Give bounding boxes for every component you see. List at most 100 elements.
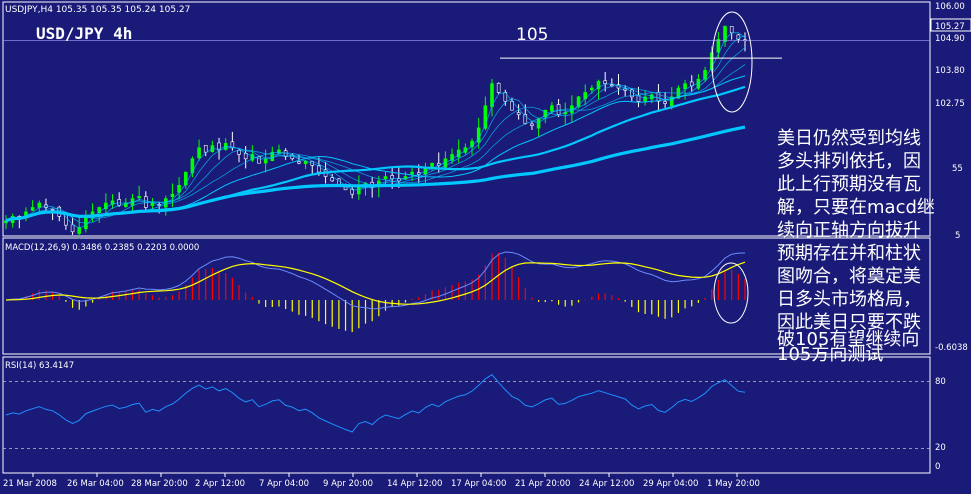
candle-body [523, 113, 528, 124]
candle-body [603, 80, 607, 84]
candle-body [183, 171, 188, 186]
candle-body [450, 154, 454, 161]
candle-body [37, 202, 42, 208]
candle-body [610, 84, 614, 87]
candle-body [496, 82, 501, 93]
x-axis-label: 26 Mar 04:00 [67, 479, 124, 489]
last-price-box [930, 18, 971, 32]
macd-panel-frame [2, 237, 931, 355]
rsi-line [5, 374, 746, 433]
commentary-line: 预期存在并和柱状 [777, 243, 921, 264]
moving-average-line [5, 125, 746, 223]
commentary-line: 美日仍然受到均线 [777, 128, 921, 149]
candle-body [556, 104, 561, 115]
rsi-axis-label: 20 [935, 443, 946, 453]
moving-averages-layer [3, 11, 930, 229]
axes-layer: 21 Mar 2008 26 Mar 04:00 28 Mar 20:00 2 Apr… [3, 473, 760, 489]
candle-body [250, 154, 255, 161]
macd-axis-label: -0.6038 [935, 343, 968, 353]
candle-body [110, 200, 115, 205]
price-axis-label: 102.75 [935, 99, 965, 109]
commentary-line: 105方向测试 [777, 344, 883, 365]
x-axis-label: 2 Apr 12:00 [195, 479, 245, 489]
candle-body [596, 81, 601, 90]
candle-body [390, 175, 394, 180]
commentary-line: 解，只要在macd继 [777, 197, 935, 218]
macd-label: MACD(12,26,9) 0.3486 0.2385 0.2203 0.000… [5, 243, 199, 253]
candle-body [97, 207, 102, 213]
rsi-axis-label: 80 [935, 377, 946, 387]
candle-body [197, 147, 201, 159]
last-price-label: 105.27 [935, 22, 965, 32]
candle-body [150, 202, 155, 206]
commentary-line: 日多头市场格局， [777, 289, 921, 310]
panel-frames [2, 1, 931, 474]
x-axis-label: 28 Mar 20:00 [131, 479, 188, 489]
candle-body [576, 96, 581, 107]
candle-body [50, 208, 55, 211]
candle-body [30, 207, 35, 211]
candle-body [70, 224, 75, 233]
x-axis-label: 29 Apr 04:00 [643, 479, 698, 489]
rsi-layer [3, 374, 930, 450]
commentary-line: 此上行预期没有瓦 [777, 174, 921, 195]
macd-highlight-ellipse [713, 262, 749, 324]
commentary-line: 续向正轴方向拔升 [777, 220, 921, 241]
candle-body [729, 26, 734, 34]
candle-body [383, 176, 388, 180]
commentary-line: 因此美日只要不跌 [777, 312, 921, 333]
candle-body [483, 105, 488, 129]
macd-layer [5, 251, 749, 333]
candle-body [317, 165, 321, 173]
candle-body [343, 186, 348, 191]
candle-body [330, 177, 335, 182]
price-panel-frame [2, 1, 931, 237]
candle-body [649, 94, 654, 100]
candle-body [350, 188, 354, 195]
commentary-line: 破105有望继续向 [777, 329, 919, 350]
candle-body [669, 96, 674, 107]
price-axis-label: 104.90 [935, 34, 965, 44]
x-axis-label: 1 May 20:00 [707, 479, 760, 489]
moving-average-line [5, 75, 746, 222]
candle-body [270, 151, 275, 161]
candle-body [277, 149, 281, 154]
moving-average-line [5, 32, 746, 229]
candle-body [104, 202, 108, 210]
candle-body [723, 25, 727, 42]
moving-average-line [5, 35, 746, 224]
moving-average-line [5, 64, 746, 222]
candle-body [297, 161, 301, 164]
candle-body [84, 216, 88, 230]
x-axis-label: 9 Apr 20:00 [323, 479, 373, 489]
x-axis-label: 24 Apr 12:00 [579, 479, 634, 489]
highlight-ellipse [711, 11, 753, 113]
price-axis-label: 106.00 [935, 2, 965, 12]
rsi-axis-label: 0 [935, 462, 940, 472]
chart-title: USD/JPY 4h [36, 24, 132, 43]
commentary: 美日仍然受到均线 多头排列依托，因 此上行预期没有瓦 解，只要在macd继 续向… [777, 128, 935, 365]
candle-body [137, 196, 141, 199]
candle-body [257, 156, 261, 164]
candle-body [530, 123, 534, 126]
x-axis-label: 21 Apr 20:00 [515, 479, 570, 489]
x-axis-label: 7 Apr 04:00 [259, 479, 309, 489]
x-axis-label: 17 Apr 04:00 [451, 479, 506, 489]
commentary-line: 多头排列依托，因 [777, 151, 921, 172]
rsi-panel-frame [2, 356, 931, 474]
signal-line [5, 261, 746, 305]
candle-body [683, 83, 687, 90]
candle-body [430, 162, 434, 167]
rsi-label: RSI(14) 63.4147 [5, 361, 74, 371]
commentary-line: 图吻合，将奠定美 [777, 266, 921, 287]
candle-body [516, 112, 521, 115]
candle-body [716, 39, 721, 53]
moving-average-line [5, 47, 746, 222]
header-info: USDJPY,H4 105.35 105.35 105.24 105.27 [5, 5, 190, 15]
candle-body [623, 88, 627, 91]
candle-body [263, 158, 268, 164]
candle-body [203, 145, 208, 153]
candle-body [543, 109, 548, 118]
